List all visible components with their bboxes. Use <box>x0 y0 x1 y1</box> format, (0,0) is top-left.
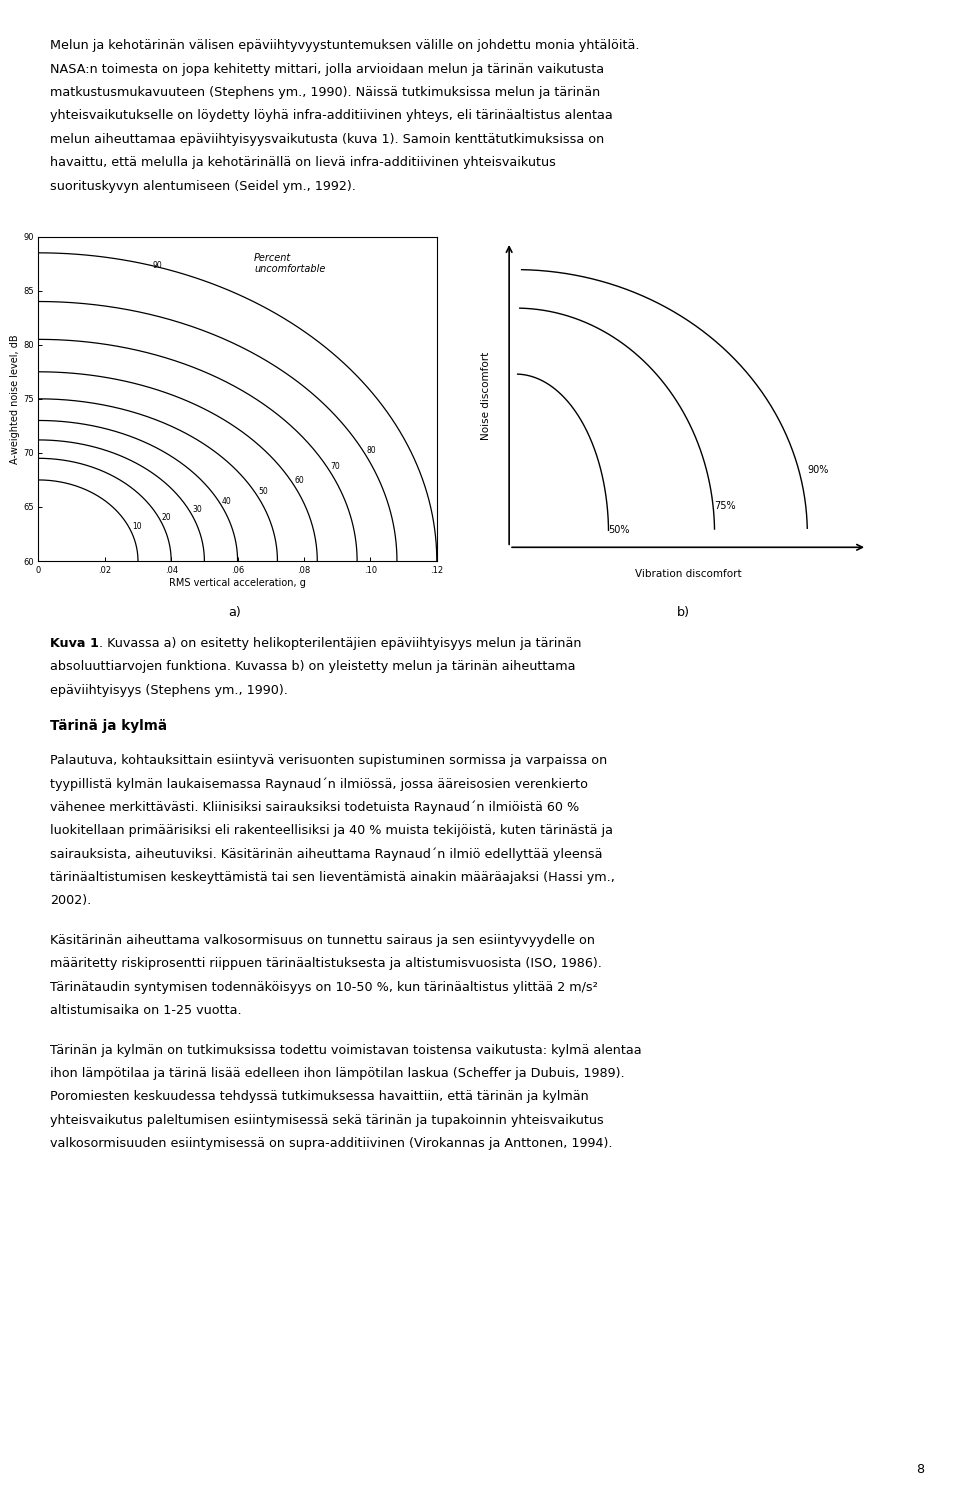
Text: Kuva 1: Kuva 1 <box>50 637 99 650</box>
X-axis label: RMS vertical acceleration, g: RMS vertical acceleration, g <box>169 578 306 587</box>
Text: NASA:n toimesta on jopa kehitetty mittari, jolla arvioidaan melun ja tärinän vai: NASA:n toimesta on jopa kehitetty mittar… <box>50 62 604 75</box>
Text: valkosormisuuden esiintymisessä on supra-additiivinen (Virokannas ja Anttonen, 1: valkosormisuuden esiintymisessä on supra… <box>50 1138 612 1150</box>
Text: Tärinätaudin syntymisen todennäköisyys on 10-50 %, kun tärinäaltistus ylittää 2 : Tärinätaudin syntymisen todennäköisyys o… <box>50 981 598 993</box>
Text: 50%: 50% <box>609 525 630 536</box>
Text: ihon lämpötilaa ja tärinä lisää edelleen ihon lämpötilan laskua (Scheffer ja Dub: ihon lämpötilaa ja tärinä lisää edelleen… <box>50 1067 625 1080</box>
Text: määritetty riskiprosentti riippuen tärinäaltistuksesta ja altistumisvuosista (IS: määritetty riskiprosentti riippuen tärin… <box>50 957 602 970</box>
Text: 40: 40 <box>222 496 231 506</box>
Text: tärinäaltistumisen keskeyttämistä tai sen lieventämistä ainakin määräajaksi (Has: tärinäaltistumisen keskeyttämistä tai se… <box>50 871 614 884</box>
Text: sairauksista, aiheutuviksi. Käsitärinän aiheuttama Raynaud´n ilmiö edellyttää yl: sairauksista, aiheutuviksi. Käsitärinän … <box>50 847 603 860</box>
Text: suorituskyvyn alentumiseen (Seidel ym., 1992).: suorituskyvyn alentumiseen (Seidel ym., … <box>50 180 356 193</box>
Text: . Kuvassa a) on esitetty helikopterilentäjien epäviihtyisyys melun ja tärinän: . Kuvassa a) on esitetty helikopterilent… <box>99 637 582 650</box>
Text: Tärinä ja kylmä: Tärinä ja kylmä <box>50 718 167 732</box>
Text: 10: 10 <box>132 522 141 531</box>
Text: Palautuva, kohtauksittain esiintyvä verisuonten supistuminen sormissa ja varpais: Palautuva, kohtauksittain esiintyvä veri… <box>50 753 607 767</box>
Text: altistumisaika on 1-25 vuotta.: altistumisaika on 1-25 vuotta. <box>50 1003 242 1017</box>
Text: 70: 70 <box>330 462 340 471</box>
Text: 30: 30 <box>192 506 202 515</box>
Text: b): b) <box>677 607 690 619</box>
Text: melun aiheuttamaa epäviihtyisyysvaikutusta (kuva 1). Samoin kenttätutkimuksissa : melun aiheuttamaa epäviihtyisyysvaikutus… <box>50 133 604 146</box>
Text: a): a) <box>228 607 241 619</box>
Text: Melun ja kehotärinän välisen epäviihtyvyystuntemuksen välille on johdettu monia : Melun ja kehotärinän välisen epäviihtyvy… <box>50 39 639 53</box>
Text: Percent
uncomfortable: Percent uncomfortable <box>254 254 325 275</box>
Text: 50: 50 <box>258 487 268 496</box>
Text: matkustusmukavuuteen (Stephens ym., 1990). Näissä tutkimuksissa melun ja tärinän: matkustusmukavuuteen (Stephens ym., 1990… <box>50 86 600 100</box>
Text: Tärinän ja kylmän on tutkimuksissa todettu voimistavan toistensa vaikutusta: kyl: Tärinän ja kylmän on tutkimuksissa todet… <box>50 1044 641 1056</box>
Text: 80: 80 <box>366 447 375 456</box>
Text: yhteisvaikutukselle on löydetty löyhä infra-additiivinen yhteys, eli tärinäaltis: yhteisvaikutukselle on löydetty löyhä in… <box>50 109 612 122</box>
Text: 8: 8 <box>917 1462 924 1476</box>
Text: Käsitärinän aiheuttama valkosormisuus on tunnettu sairaus ja sen esiintyvyydelle: Käsitärinän aiheuttama valkosormisuus on… <box>50 934 595 946</box>
Y-axis label: A-weighted noise level, dB: A-weighted noise level, dB <box>11 333 20 463</box>
Text: Vibration discomfort: Vibration discomfort <box>635 569 741 579</box>
Text: vähenee merkittävästi. Kliinisiksi sairauksiksi todetuista Raynaud´n ilmiöistä 6: vähenee merkittävästi. Kliinisiksi saira… <box>50 800 579 813</box>
Text: epäviihtyisyys (Stephens ym., 1990).: epäviihtyisyys (Stephens ym., 1990). <box>50 684 288 697</box>
Text: yhteisvaikutus paleltumisen esiintymisessä sekä tärinän ja tupakoinnin yhteisvai: yhteisvaikutus paleltumisen esiintymises… <box>50 1114 604 1127</box>
Text: Poromiesten keskuudessa tehdyssä tutkimuksessa havaittiin, että tärinän ja kylmä: Poromiesten keskuudessa tehdyssä tutkimu… <box>50 1091 588 1103</box>
Text: 75%: 75% <box>714 501 736 510</box>
Text: 90%: 90% <box>807 465 828 475</box>
Text: 20: 20 <box>162 513 172 522</box>
Text: Noise discomfort: Noise discomfort <box>481 352 491 441</box>
Text: havaittu, että melulla ja kehotärinällä on lievä infra-additiivinen yhteisvaikut: havaittu, että melulla ja kehotärinällä … <box>50 155 556 169</box>
Text: tyypillistä kylmän laukaisemassa Raynaud´n ilmiössä, jossa ääreisosien verenkier: tyypillistä kylmän laukaisemassa Raynaud… <box>50 777 588 791</box>
Text: 90: 90 <box>153 261 162 270</box>
Text: luokitellaan primäärisiksi eli rakenteellisiksi ja 40 % muista tekijöistä, kuten: luokitellaan primäärisiksi eli rakenteel… <box>50 824 612 837</box>
Text: absoluuttiarvojen funktiona. Kuvassa b) on yleistetty melun ja tärinän aiheuttam: absoluuttiarvojen funktiona. Kuvassa b) … <box>50 659 575 673</box>
Text: 2002).: 2002). <box>50 893 91 907</box>
Text: 60: 60 <box>294 475 303 484</box>
